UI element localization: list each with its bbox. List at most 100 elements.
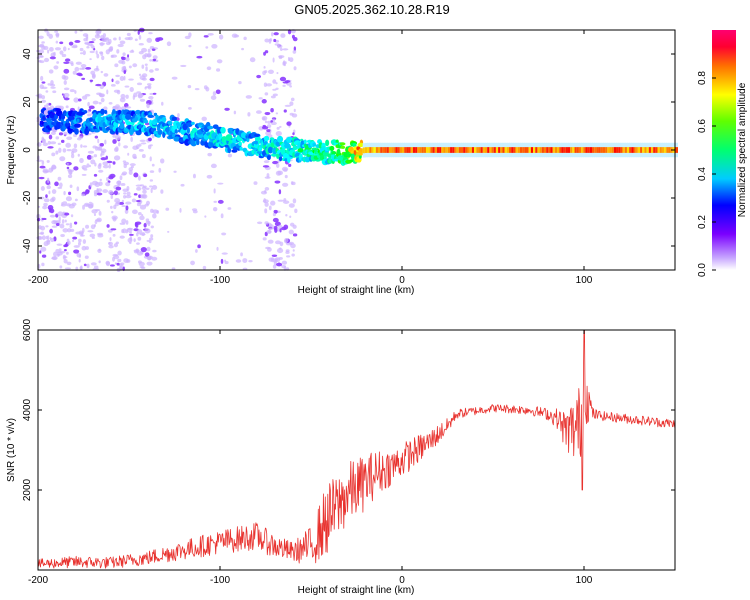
spectrogram-noise-cell <box>56 61 60 64</box>
spectrogram-noise-cell <box>100 150 105 156</box>
spectrogram-cell <box>583 147 587 153</box>
spectrogram-noise-cell <box>139 184 144 187</box>
spectrogram-cell <box>270 142 275 148</box>
spectrogram-cell <box>252 140 260 145</box>
spectrogram-noise-cell <box>65 196 72 202</box>
spectrogram-noise-cell <box>40 225 46 231</box>
spectrogram-noise-cell <box>290 243 296 249</box>
spectrogram-noise-cell <box>96 33 99 37</box>
spectrogram-noise-cell <box>147 221 151 227</box>
spectrogram-noise-cell <box>90 262 97 266</box>
spectrogram-noise-cell <box>100 97 105 103</box>
spectrogram-noise-cell <box>70 153 75 159</box>
spectrogram-noise-cell <box>116 180 122 186</box>
spectrogram-noise-cell <box>143 222 147 228</box>
spectrogram-cell <box>456 147 460 153</box>
spectrogram-noise-cell <box>50 80 54 86</box>
spectrogram-cell <box>653 147 657 153</box>
spectrogram-noise-cell <box>216 68 221 72</box>
spectrogram-noise-cell <box>49 46 54 52</box>
spectrogram-noise-cell <box>88 164 92 168</box>
spectrogram-noise-cell <box>75 231 82 235</box>
spectrogram-cell <box>175 122 181 127</box>
spectrogram-noise-cell <box>130 136 133 143</box>
spectrogram-noise-cell <box>285 251 290 255</box>
spectrogram-noise-cell <box>106 160 113 164</box>
spectrogram-cell <box>629 147 633 153</box>
spectrogram-noise-cell <box>81 77 86 80</box>
spectrogram-y-tick-label: -20 <box>22 190 33 205</box>
spectrogram-noise-cell <box>282 81 289 84</box>
spectrogram-cell <box>417 147 421 153</box>
spectrogram-noise-cell <box>47 49 50 54</box>
spectrogram-noise-cell <box>102 189 109 194</box>
spectrogram-cell <box>439 147 443 153</box>
spectrogram-noise-cell <box>264 120 268 124</box>
spectrogram-cell <box>357 142 364 148</box>
spectrogram-cell <box>399 147 403 153</box>
spectrogram-noise-cell <box>103 38 110 42</box>
spectrogram-noise-cell <box>248 259 253 263</box>
spectrogram-cell <box>238 141 242 146</box>
spectrogram-noise-cell <box>125 106 132 109</box>
spectrogram-noise-cell <box>289 222 295 227</box>
spectrogram-noise-cell <box>188 44 192 48</box>
spectrogram-noise-cell <box>149 185 153 188</box>
spectrogram-noise-cell <box>40 186 45 192</box>
spectrogram-noise-cell <box>278 256 283 260</box>
spectrogram-noise-cell <box>105 181 111 187</box>
spectrogram-noise-cell <box>217 199 224 204</box>
spectrogram-cell <box>594 147 598 153</box>
spectrogram-noise-cell <box>282 61 286 66</box>
spectrogram-noise-cell <box>136 91 142 94</box>
spectrogram-noise-cell <box>93 154 98 158</box>
spectrogram-noise-cell <box>270 95 276 99</box>
spectrogram-cell <box>134 109 142 115</box>
spectrogram-noise-cell <box>55 136 60 140</box>
spectrogram-noise-cell <box>210 95 217 100</box>
spectrogram-noise-cell <box>94 220 98 225</box>
spectrogram-cell <box>240 132 247 139</box>
spectrogram-noise-cell <box>69 224 73 229</box>
spectrogram-noise-cell <box>280 33 286 38</box>
snr-x-tick-label: 100 <box>576 575 593 586</box>
spectrogram-noise-cell <box>123 258 129 263</box>
spectrogram-noise-cell <box>256 221 263 225</box>
spectrogram-noise-cell <box>266 124 272 128</box>
spectrogram-cell <box>173 136 181 142</box>
spectrogram-noise-cell <box>89 233 96 238</box>
spectrogram-noise-cell <box>70 214 74 218</box>
spectrogram-noise-cell <box>87 101 90 107</box>
spectrogram-noise-cell <box>274 240 281 245</box>
spectrogram-noise-cell <box>125 205 129 211</box>
spectrogram-noise-cell <box>60 139 65 144</box>
spectrogram-noise-cell <box>292 233 298 237</box>
spectrogram-cell <box>191 121 195 125</box>
spectrogram-noise-cell <box>95 83 102 87</box>
spectrogram-noise-cell <box>279 247 282 250</box>
spectrogram-noise-cell <box>48 190 51 195</box>
spectrogram-noise-cell <box>140 246 147 253</box>
spectrogram-noise-cell <box>100 51 104 57</box>
spectrogram-noise-cell <box>293 108 296 113</box>
spectrogram-noise-cell <box>42 168 49 174</box>
spectrogram-noise-cell <box>122 160 127 163</box>
spectrogram-noise-cell <box>192 173 196 179</box>
spectrogram-cell <box>650 147 654 153</box>
spectrogram-noise-cell <box>120 93 126 99</box>
spectrogram-noise-cell <box>97 248 102 253</box>
spectrogram-noise-cell <box>85 66 92 70</box>
spectrogram-noise-cell <box>119 75 125 81</box>
spectrogram-noise-cell <box>264 201 269 207</box>
spectrogram-noise-cell <box>75 61 82 65</box>
spectrogram-cell <box>550 147 554 153</box>
spectrogram-noise-cell <box>63 131 68 136</box>
spectrogram-noise-cell <box>151 48 156 52</box>
spectrogram-x-tick-label: 100 <box>576 275 593 286</box>
spectrogram-noise-cell <box>48 33 53 39</box>
spectrogram-cell <box>524 147 528 153</box>
spectrogram-noise-cell <box>41 99 47 103</box>
snr-y-axis-label: SNR (10 * v/v) <box>6 418 17 482</box>
spectrogram-noise-cell <box>286 255 291 258</box>
spectrogram-cell <box>171 116 177 121</box>
